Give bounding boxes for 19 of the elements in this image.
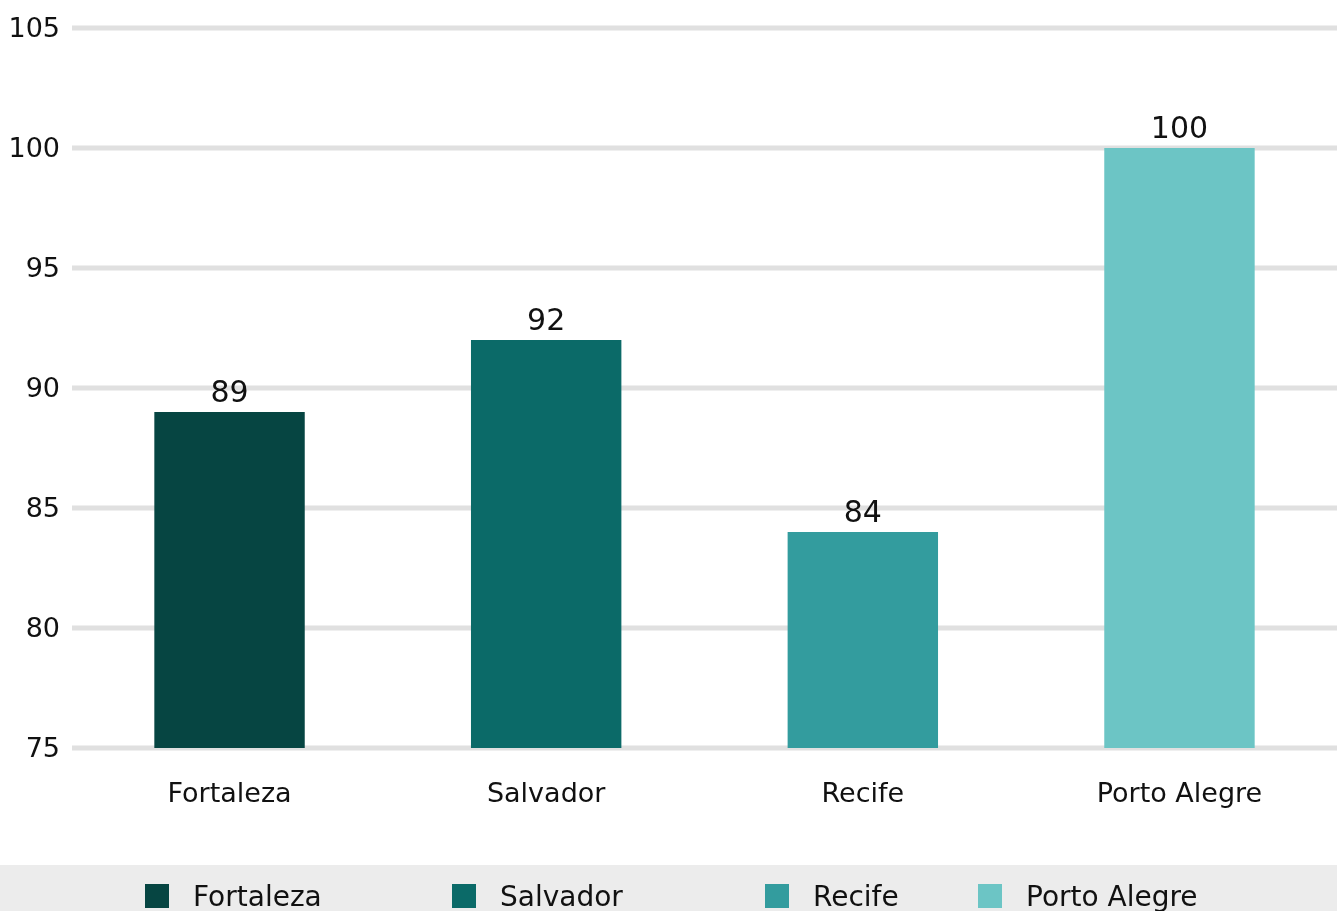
data-label: 100: [1150, 110, 1209, 145]
y-tick-label: 105: [8, 12, 60, 44]
y-tick-label: 85: [25, 492, 60, 524]
y-tick-label: 80: [25, 612, 60, 644]
x-tick-label: Porto Alegre: [1096, 777, 1263, 809]
x-tick-label: Fortaleza: [167, 777, 292, 809]
legend-label: Porto Alegre: [1026, 879, 1198, 911]
legend-label: Recife: [813, 879, 899, 911]
data-label: 89: [210, 374, 249, 409]
legend-label: Fortaleza: [193, 879, 322, 911]
data-label: 84: [843, 494, 882, 529]
y-tick-label: 100: [8, 132, 60, 164]
x-tick-label: Salvador: [486, 777, 607, 809]
y-tick-label: 95: [25, 252, 60, 284]
legend-label: Salvador: [500, 879, 624, 911]
data-label: 92: [527, 302, 566, 337]
x-tick-label: Recife: [821, 777, 905, 809]
y-tick-label: 75: [25, 732, 60, 764]
y-tick-label: 90: [25, 372, 60, 404]
